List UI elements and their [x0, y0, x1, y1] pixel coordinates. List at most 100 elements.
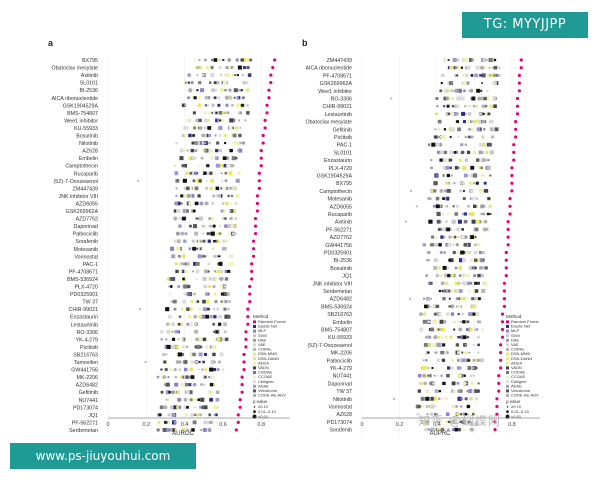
method-point [210, 231, 215, 236]
method-point [160, 390, 164, 394]
drug-label: TW 37 [82, 300, 98, 306]
legend-swatch [253, 375, 256, 379]
method-point [167, 376, 170, 379]
method-point [458, 373, 462, 378]
method-point [159, 405, 164, 410]
best-method-point [257, 179, 261, 183]
method-point [447, 243, 451, 247]
method-point [228, 125, 233, 130]
method-point [197, 164, 200, 167]
method-point [240, 89, 243, 92]
method-point [474, 389, 479, 393]
best-method-point [267, 96, 271, 100]
method-point [194, 345, 198, 349]
method-point [440, 350, 445, 355]
method-point [450, 174, 454, 177]
method-point [482, 227, 487, 232]
method-point [447, 181, 451, 185]
method-point [179, 270, 183, 273]
legend-swatch [506, 366, 509, 370]
drug-label: MK-2206 [77, 375, 99, 381]
method-point [209, 81, 212, 84]
method-point [483, 128, 486, 131]
drug-label: Embelin [333, 320, 352, 326]
method-point [482, 136, 485, 138]
method-point [176, 406, 179, 409]
method-point [175, 141, 178, 145]
method-point [468, 312, 472, 316]
method-point [461, 258, 466, 263]
method-point [457, 336, 460, 339]
drug-label: SB216763 [327, 312, 352, 318]
method-point [465, 251, 469, 254]
method-point [454, 212, 458, 216]
legend-entry: CODAE [258, 370, 273, 375]
method-point [478, 189, 482, 193]
method-point [203, 383, 206, 386]
method-point [493, 104, 497, 109]
method-point [194, 406, 197, 409]
method-point [188, 201, 192, 206]
method-point [168, 292, 172, 296]
drug-label: KU-55933 [328, 335, 352, 341]
best-method-point [514, 127, 518, 131]
method-point [202, 307, 207, 312]
method-point [473, 297, 477, 301]
method-point [491, 81, 495, 85]
method-point [458, 389, 463, 393]
method-point [448, 289, 451, 293]
drug-label: BMS-536924 [67, 277, 98, 283]
method-point [438, 389, 441, 393]
method-point [225, 186, 229, 190]
method-point [454, 182, 457, 185]
best-method-point [506, 220, 510, 224]
method-point [449, 81, 454, 86]
method-point [450, 111, 455, 116]
method-point [164, 368, 168, 372]
method-point [480, 213, 483, 215]
best-method-point [248, 292, 252, 296]
drug-label: BI-2536 [333, 258, 352, 264]
method-point [216, 337, 221, 342]
method-point [186, 405, 189, 409]
method-point [427, 196, 431, 201]
method-point [460, 359, 463, 362]
method-point [187, 81, 190, 84]
method-point [443, 236, 446, 239]
method-point [200, 247, 203, 250]
method-point [229, 210, 232, 212]
method-point [185, 382, 189, 387]
legend-swatch [506, 394, 509, 397]
best-method-point [252, 247, 256, 251]
method-point [477, 343, 480, 347]
method-point [458, 274, 461, 277]
method-point [190, 391, 193, 394]
method-point [193, 126, 196, 130]
legend-size-entry: ≥0.10 [511, 404, 522, 409]
method-point [498, 66, 501, 69]
method-point [474, 227, 479, 232]
best-method-point [267, 88, 271, 92]
method-point [432, 405, 435, 408]
method-point [206, 307, 210, 311]
method-point [468, 105, 471, 108]
method-point [179, 209, 184, 213]
best-method-point [504, 274, 508, 278]
legend-swatch [253, 394, 256, 397]
method-point [451, 404, 455, 409]
method-point [219, 277, 223, 281]
method-point [210, 178, 215, 183]
method-point [188, 322, 193, 327]
method-point [460, 397, 464, 401]
method-point [460, 250, 464, 255]
method-point [429, 281, 433, 285]
best-method-point [269, 81, 273, 85]
method-point [457, 366, 462, 370]
method-point [479, 358, 484, 363]
method-point [457, 236, 460, 239]
drug-label: GSK269962A [66, 209, 99, 215]
method-point [447, 128, 450, 131]
method-point [235, 126, 239, 130]
method-point [196, 66, 200, 70]
method-point [449, 258, 454, 263]
